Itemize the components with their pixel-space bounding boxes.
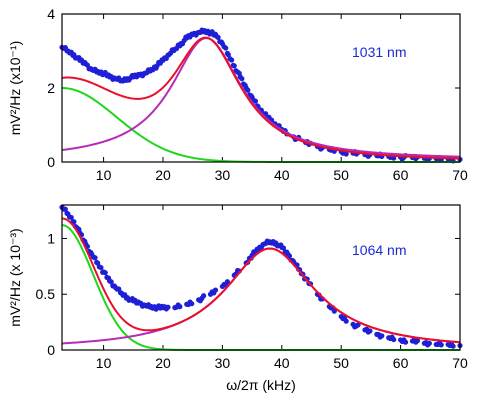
data-point [225,52,231,58]
x-tick-label: 30 [215,167,231,183]
y-axis-label: mV²/Hz (x10⁻¹) [7,41,23,136]
data-point [402,339,409,345]
plot-frame [61,204,461,351]
data-point [108,279,114,285]
data-point [391,336,397,343]
data-point [189,301,195,307]
y-tick-label: 0 [47,342,55,358]
data-point [331,308,337,314]
data-point [201,293,207,299]
x-tick-label: 40 [274,167,290,183]
data-point [102,270,108,276]
wavelength-annotation: 1064 nm [352,242,406,258]
y-tick-label: 2 [47,80,55,96]
x-tick-label: 70 [452,355,468,371]
x-tick-label: 10 [96,355,112,371]
data-point [215,34,221,40]
data-point [212,287,219,293]
panel-1031nm: 0 2 4 10 20 30 40 50 60 70 1031 nm mV²/Hz (x10⁻¹) [7,6,468,183]
x-tick-label: 60 [393,355,409,371]
x-tick-label: 50 [333,355,349,371]
data-point [426,340,432,346]
data-point [71,219,77,225]
total-fit-line [61,217,461,344]
x-tick-label: 50 [333,167,349,183]
y-tick-label: 1 [47,230,55,246]
y-tick-label: 4 [47,6,55,22]
x-tick-label: 20 [155,355,171,371]
x-tick-label: 10 [96,167,112,183]
data-point [92,255,98,261]
x-tick-label: 40 [274,355,290,371]
data-point [355,322,361,328]
data-point [414,338,421,344]
y-axis-label: mV²/Hz (x 10⁻³) [7,228,23,326]
background-fit-line [61,87,460,163]
data-point [438,342,444,348]
data-point [224,279,230,285]
panel-1064nm: 0 0.5 1 10 20 30 40 50 60 70 1064 nm mV²/Hz (x 10⁻³… [7,204,468,393]
x-axis-label: ω/2π (kHz) [226,377,296,393]
data-point [450,343,456,349]
plot-frame [61,13,461,163]
data-point [367,328,373,334]
data-point [231,63,237,69]
wavelength-annotation: 1031 nm [352,44,406,60]
data-point [229,57,235,63]
x-tick-label: 30 [215,355,231,371]
x-tick-label: 60 [393,167,409,183]
data-point [62,206,68,212]
data-point [165,304,171,310]
data-point [98,264,104,271]
total-fit-line [61,36,461,160]
resonance-fit-line [61,37,461,158]
x-tick-label: 20 [155,167,171,183]
data-point [286,253,292,259]
data-point [177,304,183,310]
data-point [379,333,385,339]
x-tick-label: 70 [452,167,468,183]
data-point [68,214,74,221]
y-tick-label: 0.5 [36,286,56,302]
y-tick-label: 0 [47,154,55,170]
data-point [343,318,349,324]
data-point [280,245,287,251]
data-point [245,87,251,93]
data-point [252,98,259,104]
data-point [343,151,349,157]
data-point [239,76,245,82]
data-point [223,45,229,51]
